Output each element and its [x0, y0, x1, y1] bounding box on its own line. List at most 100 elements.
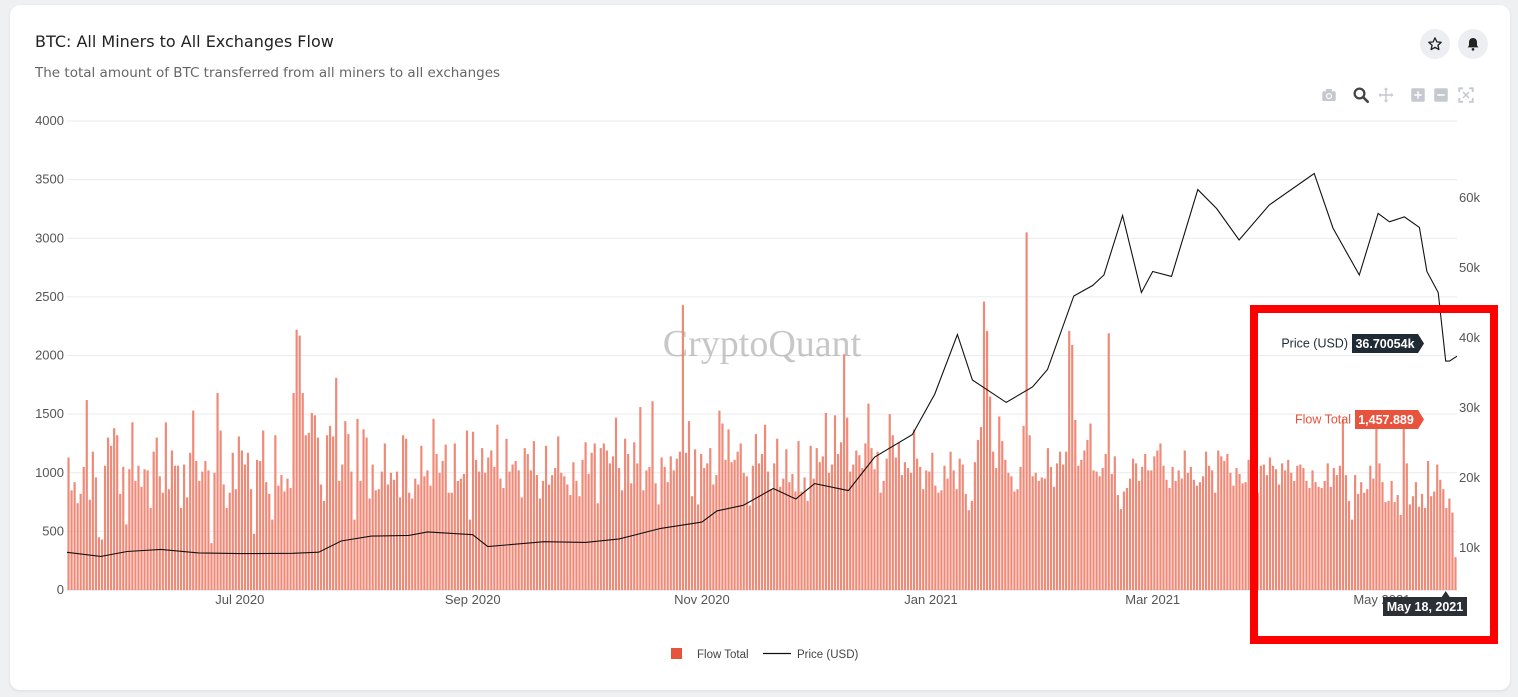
flow-bar [1314, 482, 1317, 590]
flow-bar [383, 443, 386, 590]
flow-bar [371, 464, 374, 590]
flow-bar [551, 475, 554, 590]
flow-bar [624, 438, 627, 590]
legend[interactable]: Flow Total Price (USD) [671, 648, 859, 661]
flow-bar [1262, 464, 1265, 590]
flow-bar [903, 462, 907, 590]
flow-bar [380, 471, 383, 590]
flow-bar [864, 443, 867, 590]
hover-price-value: 36.70054k [1355, 337, 1414, 351]
flow-bar [1138, 480, 1141, 590]
flow-bar [976, 439, 980, 590]
flow-bar [1381, 482, 1384, 590]
flow-bar [67, 457, 70, 590]
flow-bar [85, 400, 88, 590]
autoscale-icon[interactable] [1457, 86, 1475, 104]
flow-bar [283, 491, 286, 590]
flow-bar [1311, 470, 1314, 590]
zoom-out-icon[interactable] [1432, 86, 1450, 104]
flow-bar [1396, 495, 1399, 590]
camera-icon[interactable] [1320, 86, 1338, 104]
flow-bar [1168, 487, 1171, 590]
flow-bar [1344, 475, 1348, 590]
flow-bar [1341, 418, 1345, 590]
flow-bar [575, 480, 578, 590]
flow-bar [836, 453, 840, 590]
flow-bar [1451, 512, 1454, 590]
flow-bar [392, 479, 396, 590]
flow-bar [763, 424, 767, 590]
flow-bar [88, 499, 91, 590]
flow-bar [505, 438, 508, 590]
flow-bar [76, 503, 79, 590]
chart-subtitle: The total amount of BTC transferred from… [35, 65, 501, 81]
flow-bar [280, 475, 283, 590]
flow-bar [821, 456, 824, 590]
flow-bar [228, 492, 231, 590]
x-tick-label: Nov 2020 [674, 592, 730, 607]
flow-bar [776, 438, 779, 590]
flow-bar [611, 456, 615, 590]
flow-bar [1232, 485, 1235, 590]
flow-bar [471, 431, 475, 590]
flow-bar [179, 507, 183, 590]
flow-bar [651, 401, 654, 590]
flow-bar [736, 451, 739, 590]
flow-bar [189, 452, 192, 590]
flow-bar [900, 475, 904, 590]
zoom-icon[interactable] [1352, 86, 1370, 104]
flow-bar [1174, 480, 1177, 590]
flow-bar [195, 461, 198, 590]
flow-bar [1043, 478, 1046, 590]
flow-bar [614, 417, 618, 590]
flow-bar [313, 415, 316, 590]
hover-flow-label: Flow Total [1295, 413, 1351, 427]
flow-bar [544, 445, 548, 590]
flow-bar [94, 477, 97, 590]
flow-bar [1180, 478, 1183, 590]
flow-bar [1165, 479, 1168, 590]
flow-bar [748, 505, 751, 590]
flow-bar [1338, 465, 1341, 590]
flow-bar [709, 448, 712, 590]
flow-bar [1013, 491, 1016, 590]
flow-bar [307, 432, 310, 590]
flow-bar [1427, 461, 1430, 590]
flow-bar [660, 457, 663, 590]
pan-icon[interactable] [1377, 86, 1395, 104]
flow-bar [1007, 472, 1010, 590]
flow-bar [1323, 480, 1326, 590]
flow-bar [183, 464, 186, 590]
flow-bar [1442, 489, 1445, 590]
flow-bar [1113, 456, 1116, 590]
flow-bar [186, 497, 189, 590]
flow-bar [474, 459, 478, 590]
zoom-in-icon[interactable] [1409, 86, 1427, 104]
flow-bar [1183, 450, 1186, 590]
flow-bar [79, 493, 82, 590]
price-series-line [66, 172, 1458, 557]
flow-bar [301, 393, 304, 590]
alert-button[interactable] [1458, 29, 1488, 59]
flow-bar [605, 450, 608, 590]
flow-bar [1214, 492, 1217, 590]
flow-bar [1204, 451, 1208, 590]
flow-bar [617, 468, 621, 590]
flow-bar [173, 465, 177, 590]
flow-bar [1192, 479, 1195, 590]
favorite-button[interactable] [1420, 29, 1450, 59]
flow-bar [779, 486, 782, 590]
flow-bar [1399, 514, 1402, 590]
flow-bar [1065, 451, 1068, 590]
flow-bar [408, 492, 411, 590]
y2-tick-label: 50k [1459, 260, 1480, 275]
flow-bar [222, 484, 225, 590]
flow-bar [897, 442, 900, 590]
flow-bar [940, 490, 943, 590]
flow-bar [824, 412, 827, 590]
flow-bar [103, 465, 107, 590]
flow-bar [654, 483, 657, 590]
flow-bar [1086, 439, 1089, 590]
flow-bar [599, 448, 602, 590]
